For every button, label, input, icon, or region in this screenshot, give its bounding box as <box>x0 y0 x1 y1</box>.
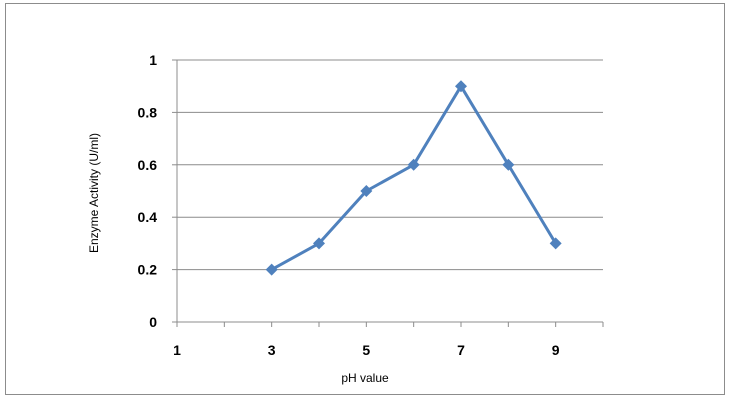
data-point-marker <box>313 237 325 250</box>
axes <box>172 59 604 327</box>
x-axis-label: pH value <box>341 371 389 385</box>
y-tick-label: 0.4 <box>138 209 158 225</box>
data-point-marker <box>455 80 467 93</box>
x-tick-label: 5 <box>362 342 370 358</box>
y-tick-label: 0.2 <box>138 262 158 278</box>
data-point-marker <box>549 237 562 250</box>
y-tick-label: 0.8 <box>138 104 158 120</box>
series-group <box>265 80 562 276</box>
y-axis-label: Enzyme Activity (U/ml) <box>87 133 101 253</box>
x-tick-label: 9 <box>552 342 560 358</box>
y-tick-labels: 0 0.2 0.4 0.6 0.8 1 <box>138 52 158 330</box>
x-tick-label: 3 <box>268 342 276 358</box>
data-point-marker <box>502 158 515 171</box>
x-tick-label: 7 <box>457 342 465 358</box>
gridlines <box>177 59 603 271</box>
series-line-0 <box>270 84 557 271</box>
data-point-marker <box>360 185 373 197</box>
y-tick-label: 0 <box>149 314 157 330</box>
data-point-marker <box>265 263 278 276</box>
x-tick-labels: 1 3 5 7 9 <box>173 342 560 358</box>
x-tick-label: 1 <box>173 342 181 358</box>
chart-frame <box>5 3 725 395</box>
data-point-marker <box>407 158 420 171</box>
y-tick-label: 0.6 <box>138 157 158 173</box>
y-tick-label: 1 <box>149 52 157 68</box>
